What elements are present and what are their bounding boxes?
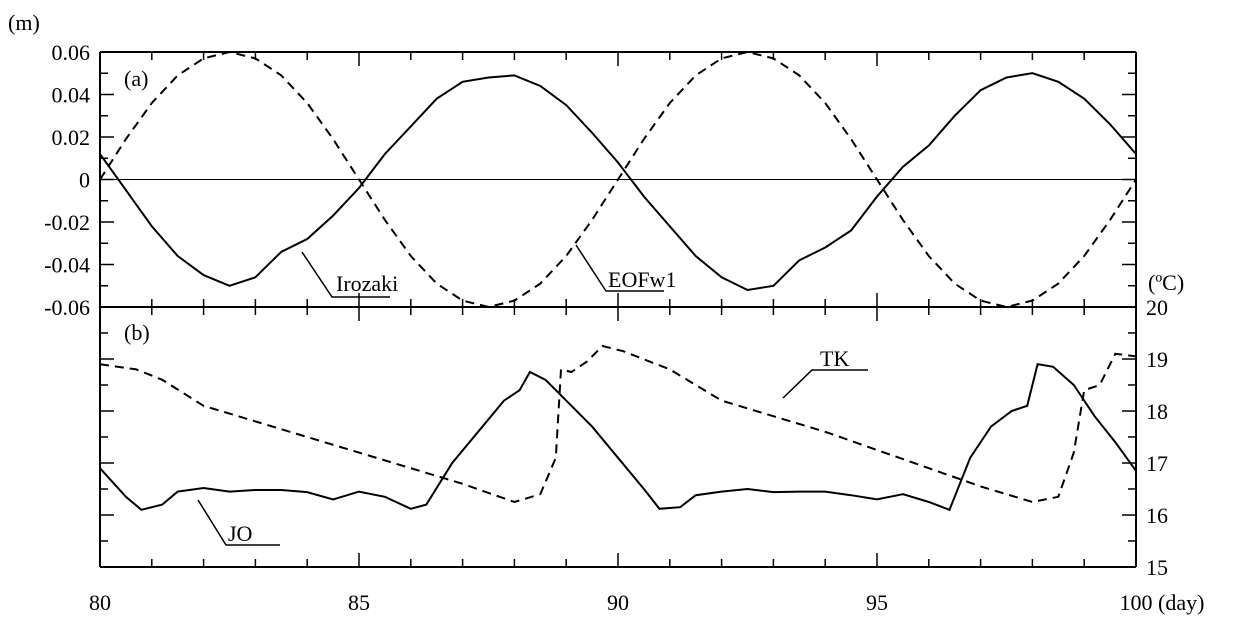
panel-a-label: (a) — [124, 66, 148, 91]
panel-b-ytick-label: 16 — [1146, 503, 1168, 528]
panel-a-ytick-label: 0 — [79, 168, 90, 193]
irozaki-label: Irozaki — [336, 271, 398, 296]
panel-a-ytick-label: -0.06 — [44, 295, 90, 320]
panel-b-ylabel: (ºC) — [1148, 270, 1184, 295]
irozaki-leader — [301, 251, 390, 298]
xtick-label: 95 — [866, 590, 888, 615]
tk-leader — [782, 369, 868, 399]
shared-x-axis: 80 85 90 95 100 (day) — [89, 590, 1204, 615]
panel-a-ytick-label: 0.02 — [52, 125, 91, 150]
panel-a-series-eofw1 — [99, 50, 1137, 309]
eofw1-label: EOFw1 — [608, 267, 676, 292]
panel-a-ylabel: (m) — [8, 10, 40, 35]
tk-label: TK — [820, 346, 849, 371]
panel-a-ytick-label: 0.04 — [52, 83, 91, 108]
jo-leader — [197, 499, 280, 546]
x-axis-label: (day) — [1158, 590, 1204, 615]
panel-b-ytick-label: 19 — [1146, 347, 1168, 372]
panel-b-ytick-label: 20 — [1146, 295, 1168, 320]
panel-b-label: (b) — [124, 320, 150, 345]
panel-a: 0.06 0.04 0.02 0 -0.02 -0.04 -0.06 (m) (a) Irozak… — [8, 10, 1137, 320]
panel-b-series-tk — [99, 344, 1137, 504]
panel-a-ytick-label: -0.02 — [44, 210, 90, 235]
panel-b-ytick-label: 17 — [1146, 451, 1168, 476]
jo-label: JO — [228, 521, 252, 546]
panel-b-ytick-label: 18 — [1146, 399, 1168, 424]
eofw1-leader — [575, 244, 664, 292]
xtick-label: 85 — [348, 590, 370, 615]
xtick-label: 80 — [89, 590, 111, 615]
xtick-label: 100 — [1120, 590, 1153, 615]
panel-b-series-jo — [99, 363, 1137, 512]
xtick-label: 90 — [607, 590, 629, 615]
panel-b: 20 19 18 17 16 15 (ºC) (b) JO TK — [99, 270, 1184, 580]
panel-a-ytick-label: -0.04 — [44, 253, 90, 278]
panel-a-series-irozaki — [99, 72, 1137, 292]
panel-a-ytick-label: 0.06 — [52, 40, 91, 65]
panel-b-ytick-label: 15 — [1146, 555, 1168, 580]
